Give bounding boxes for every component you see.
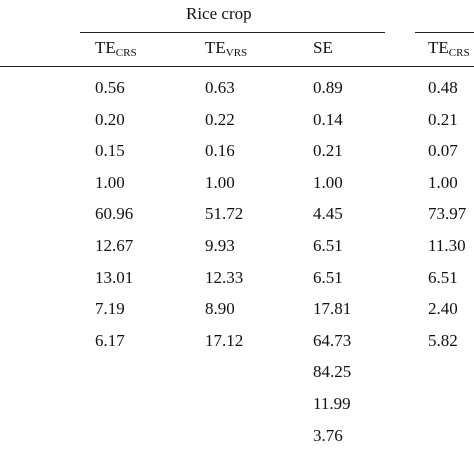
header-sub: CRS xyxy=(448,47,470,59)
cell: 8.90 xyxy=(205,299,235,319)
header-sub: CRS xyxy=(115,47,137,59)
cell: 84.25 xyxy=(313,362,352,382)
header-main: TE xyxy=(205,38,226,57)
cell: 0.20 xyxy=(95,109,125,129)
cell: 0.56 xyxy=(95,78,125,97)
cell: 0.15 xyxy=(95,141,125,161)
cell: 1.00 xyxy=(313,172,343,192)
group-rule xyxy=(415,32,474,33)
cell: 6.51 xyxy=(428,267,458,287)
cell: 12.33 xyxy=(205,267,244,287)
cell: 1.00 xyxy=(428,172,458,192)
cell: 11.99 xyxy=(313,394,351,413)
header-rule xyxy=(0,66,474,67)
cell: 6.51 xyxy=(313,236,343,255)
column-header: TEVRS xyxy=(205,38,247,63)
cell: 11.30 xyxy=(428,236,466,255)
column-header: TECRS xyxy=(95,38,137,63)
cell: 17.81 xyxy=(313,299,352,319)
cell: 9.93 xyxy=(205,236,235,255)
cell: 7.19 xyxy=(95,299,125,319)
header-main: TE xyxy=(95,38,116,57)
cell: 0.48 xyxy=(428,78,458,97)
cell: 0.07 xyxy=(428,141,458,161)
cell: 0.14 xyxy=(313,109,343,129)
cell: 0.89 xyxy=(313,78,343,97)
column-header: SE xyxy=(313,38,333,58)
cell: 0.21 xyxy=(313,141,343,161)
header-sub: VRS xyxy=(225,47,248,59)
cell: 73.97 xyxy=(428,204,467,224)
cell: 5.82 xyxy=(428,330,458,350)
cell: 60.96 xyxy=(95,204,134,224)
cell: 0.16 xyxy=(205,141,235,161)
column-header: TECRS xyxy=(428,38,470,63)
cell: 0.63 xyxy=(205,78,235,97)
cell: 6.51 xyxy=(313,267,343,287)
cell: 2.40 xyxy=(428,299,458,319)
cell: 17.12 xyxy=(205,330,244,350)
cell: 51.72 xyxy=(205,204,244,224)
cell: 4.45 xyxy=(313,204,343,224)
group-rule xyxy=(80,32,385,33)
header-main: TE xyxy=(428,38,449,57)
cell: 1.00 xyxy=(205,172,235,192)
group-title: Rice crop xyxy=(186,4,252,23)
cell: 0.22 xyxy=(205,109,235,129)
cell: 0.21 xyxy=(428,109,458,129)
cell: 1.00 xyxy=(95,172,125,192)
cell: 64.73 xyxy=(313,330,352,350)
cell: 13.01 xyxy=(95,267,134,287)
cell: 6.17 xyxy=(95,330,125,350)
cell: 3.76 xyxy=(313,425,343,445)
header-main: SE xyxy=(313,38,333,57)
cell: 12.67 xyxy=(95,236,134,255)
